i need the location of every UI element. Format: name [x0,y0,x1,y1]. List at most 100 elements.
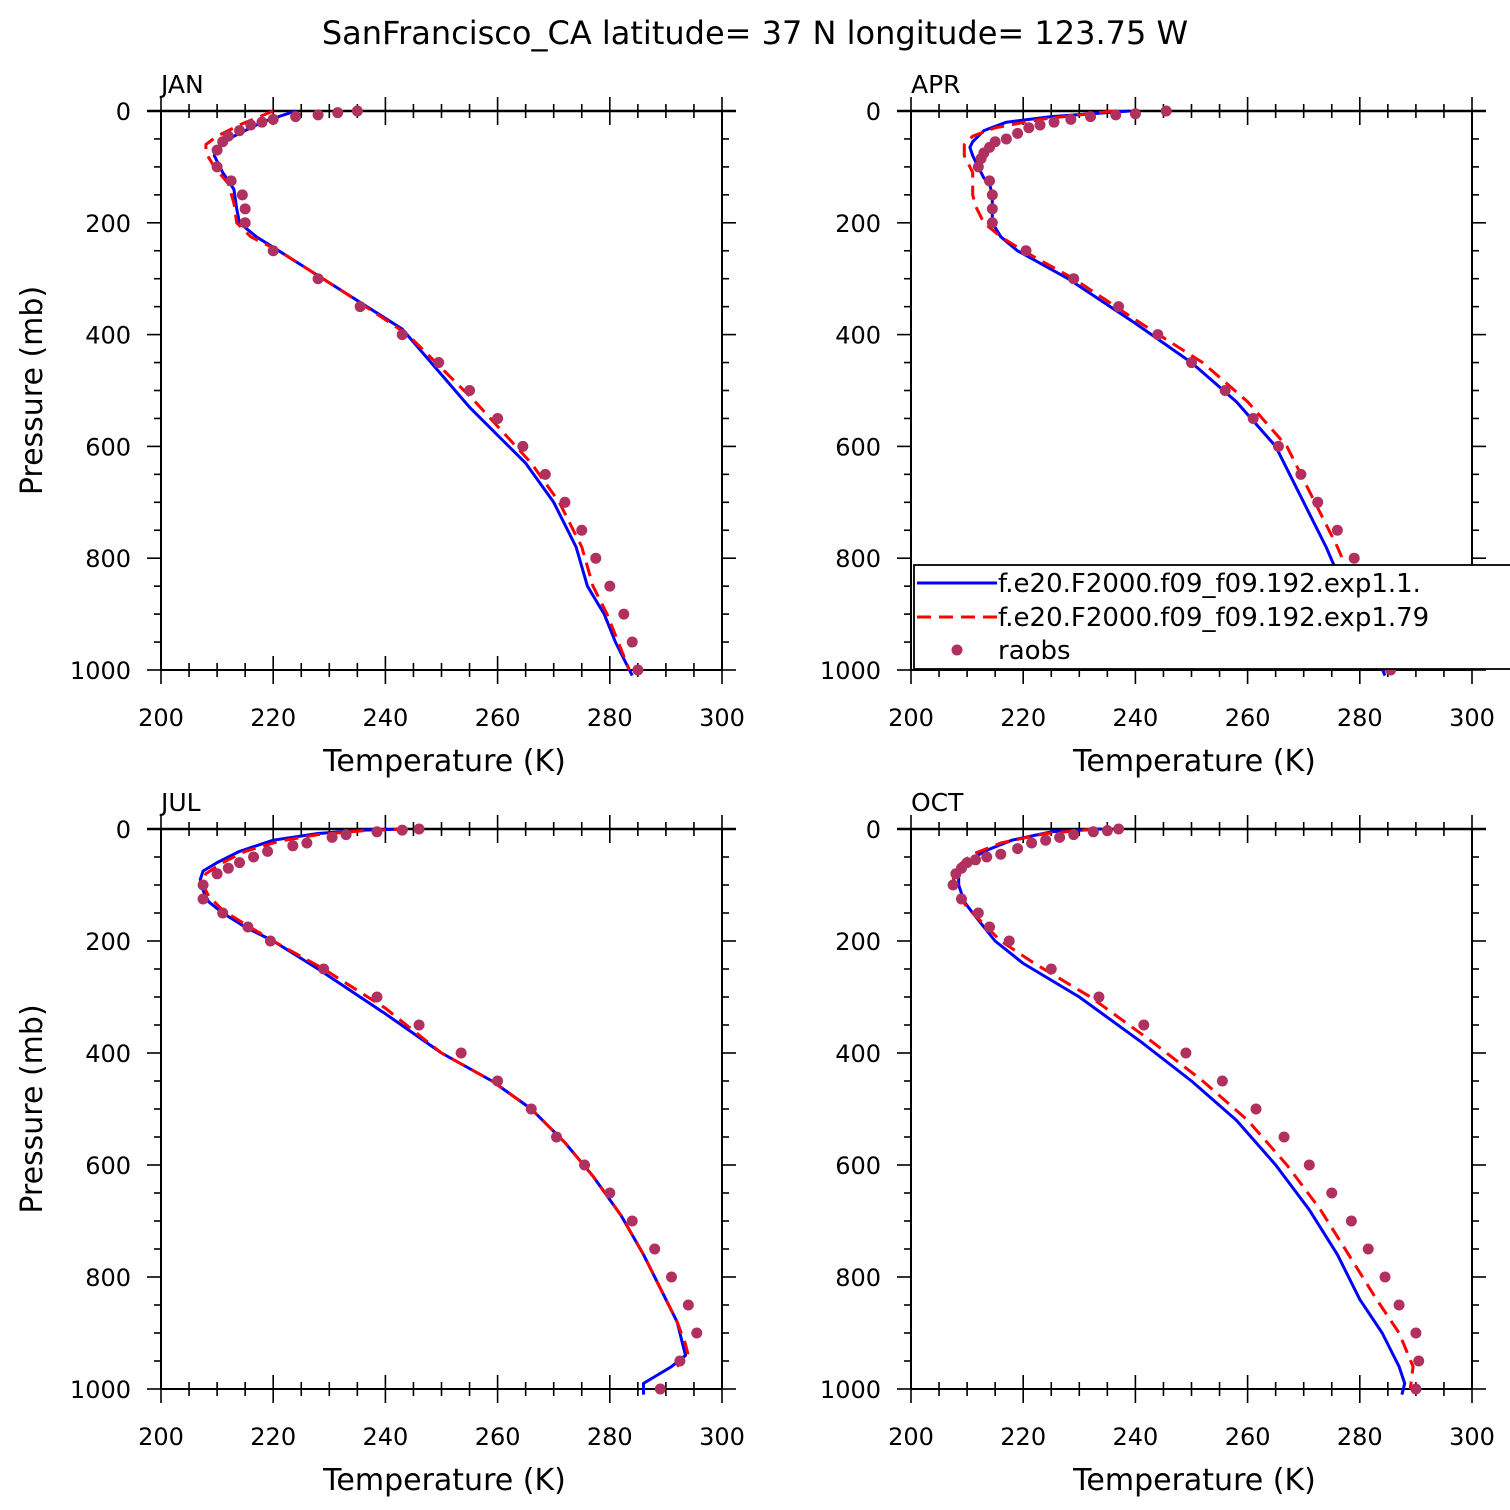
raobs-point [492,1075,504,1087]
model-line-exp1-79 [204,109,631,671]
raobs-point [312,109,324,121]
legend: f.e20.F2000.f09_f09.192.exp1.1. f.e20.F20… [913,564,1510,670]
raobs-point [1272,440,1284,452]
raobs-point [234,125,246,137]
raobs-point [396,329,408,341]
x-tick-label: 260 [475,1423,521,1451]
raobs-point [1101,825,1113,837]
y-tick-label: 0 [866,816,881,844]
raobs-point [1345,1215,1357,1227]
raobs-point [1065,113,1077,125]
raobs-point [975,153,987,165]
x-tick-label: 300 [699,1423,745,1451]
x-tick-label: 200 [138,704,184,732]
y-axis-title: Pressure (mb) [15,1004,50,1213]
plot-frame [910,828,1473,1390]
y-tick-label: 0 [116,98,131,126]
raobs-point [1326,1187,1338,1199]
model-line-exp1-79 [201,827,690,1368]
raobs-point [217,907,229,919]
raobs-point [290,111,302,123]
y-tick-label: 600 [85,1152,131,1180]
raobs-point [984,921,996,933]
raobs-point [248,851,260,863]
raobs-point [674,1355,686,1367]
raobs-point [1186,357,1197,369]
raobs-point [970,854,982,866]
raobs-point [1278,1131,1290,1143]
raobs-point [332,107,344,119]
raobs-point [649,1243,661,1255]
y-tick-label: 200 [85,210,131,238]
raobs-point [618,608,630,620]
panels: JAN 200 220 240 260 280 300 0 200 400 600 800 1000 Te… [15,70,1510,1498]
raobs-point [626,636,638,648]
raobs-point [984,175,996,187]
raobs-point [1034,119,1046,131]
raobs-point [1219,385,1231,396]
raobs-point [371,826,383,838]
raobs-point [1048,116,1060,128]
x-tick-label: 280 [587,1423,633,1451]
raobs-point [211,868,223,880]
y-tick-label: 400 [85,1040,131,1068]
raobs-point [301,837,313,849]
raobs-point [1085,111,1097,123]
y-tick-label: 200 [835,210,881,238]
raobs-point [222,862,234,874]
raobs-point [1068,829,1080,841]
raobs-point [955,893,967,905]
raobs-point [1012,843,1024,855]
raobs-point [539,468,551,480]
model-line-exp1-1 [968,109,1387,677]
x-tick-label: 260 [475,704,521,732]
raobs-point [287,840,299,852]
raobs-point [551,1131,563,1143]
y-tick-label: 800 [835,545,881,573]
raobs-point [1026,837,1038,849]
panel-label: JAN [159,70,204,99]
x-tick-label: 300 [1449,704,1495,732]
x-axis-title: Temperature (K) [1072,744,1316,779]
raobs-point [517,440,529,452]
x-axis-title: Temperature (K) [1072,1463,1316,1498]
raobs-point [396,824,408,836]
raobs-point [455,1047,467,1059]
raobs-point [986,203,998,215]
panel-label: JUL [159,788,201,817]
x-tick-label: 220 [1000,1423,1046,1451]
raobs-point [579,1159,591,1171]
panel-label: OCT [911,788,964,817]
raobs-point [1054,831,1066,843]
y-tick-label: 1000 [820,657,881,685]
x-tick-label: 200 [888,1423,934,1451]
raobs-point [981,851,993,863]
raobs-point [590,552,602,564]
y-tick-label: 800 [85,1264,131,1292]
raobs-point [1093,991,1105,1003]
y-tick-label: 1000 [70,657,131,685]
raobs-point [1348,552,1360,564]
raobs-point [1138,1019,1150,1031]
figure-title: SanFrancisco_CA latitude= 37 N longitude… [322,14,1188,52]
raobs-point [262,845,274,857]
y-tick-label: 0 [116,816,131,844]
x-axis-title: Temperature (K) [322,1463,566,1498]
raobs-point [972,161,984,173]
y-tick-label: 400 [835,322,881,350]
x-tick-label: 200 [138,1423,184,1451]
raobs-point [1410,1383,1422,1395]
raobs-point [1250,1103,1262,1115]
y-tick-label: 400 [85,322,131,350]
raobs-point [1020,245,1032,257]
model-line-exp1-1 [957,827,1407,1395]
raobs-point [239,203,251,215]
raobs-point [1113,301,1125,313]
raobs-point [1180,1047,1192,1059]
raobs-point [1247,412,1259,424]
raobs-point [1000,133,1012,145]
model-line-exp1-1 [198,827,687,1395]
x-tick-label: 220 [250,1423,296,1451]
legend-label: f.e20.F2000.f09_f09.192.exp1.1. [998,569,1421,599]
